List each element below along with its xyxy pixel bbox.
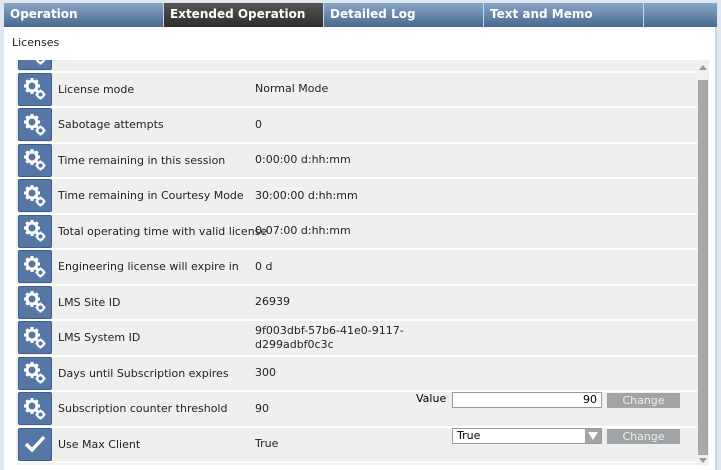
- row-value: 0 d: [255, 259, 273, 273]
- row-value: 90: [255, 401, 269, 415]
- scrollbar[interactable]: [697, 60, 709, 465]
- gears-icon: [18, 72, 52, 106]
- row-value: 30:00:00 d:hh:mm: [255, 188, 358, 202]
- row-label: Total operating time with valid license: [58, 224, 268, 238]
- list-item: Engineering license will expire in 0 d: [16, 250, 697, 286]
- row-value: 0:00:00 d:hh:mm: [255, 153, 351, 167]
- gears-icon: [18, 179, 52, 213]
- list-item: Days until Subscription expires 300: [16, 356, 697, 392]
- window: Operation Extended Operation Detailed Log T…: [4, 3, 717, 470]
- gears-icon: [18, 214, 52, 248]
- row-value: 300: [255, 366, 276, 380]
- row-label: Sabotage attempts: [58, 118, 164, 132]
- tab-bar: Operation Extended Operation Detailed Log T…: [4, 3, 717, 27]
- license-list: License mode Normal Mode Sabotage attempts…: [16, 60, 697, 465]
- row-label: Subscription counter threshold: [58, 402, 228, 416]
- gears-icon: [18, 285, 52, 319]
- change-threshold-button[interactable]: Change: [607, 393, 680, 408]
- gears-icon: [18, 108, 52, 142]
- tab-text-and-memo[interactable]: Text and Memo: [484, 3, 644, 27]
- row-label: Engineering license will expire in: [58, 260, 239, 274]
- scroll-thumb[interactable]: [698, 80, 708, 455]
- list-item: LMS Site ID 26939: [16, 285, 697, 321]
- row-label: Time remaining in Courtesy Mode: [58, 189, 244, 203]
- row-label: LMS System ID: [58, 331, 141, 345]
- list-item: Time remaining in this session 0:00:00 d:…: [16, 143, 697, 179]
- gears-icon: [18, 321, 52, 355]
- list-item: [16, 60, 697, 73]
- list-item: Total operating time with valid license 0…: [16, 214, 697, 250]
- row-value: 9f003dbf-57b6-41e0-9117-d299adbf0c3c: [255, 323, 404, 351]
- tab-operation[interactable]: Operation: [4, 3, 164, 27]
- row-value: 0:07:00 d:hh:mm: [255, 224, 351, 238]
- gears-icon: [18, 392, 52, 426]
- row-label: License mode: [58, 82, 135, 96]
- list-item: Sabotage attempts 0: [16, 108, 697, 144]
- gears-icon: [18, 356, 52, 390]
- row-value: 0: [255, 117, 262, 131]
- row-label: LMS Site ID: [58, 295, 121, 309]
- max-client-selected: True: [457, 429, 481, 442]
- row-label: Use Max Client: [58, 437, 141, 451]
- row-value: Normal Mode: [255, 82, 329, 96]
- gears-icon: [18, 250, 52, 284]
- max-client-select[interactable]: True: [452, 428, 602, 444]
- gears-icon: [18, 60, 52, 71]
- gears-icon: [18, 143, 52, 177]
- scroll-up-icon[interactable]: [699, 65, 707, 70]
- tab-detailed-log[interactable]: Detailed Log: [324, 3, 484, 27]
- list-item: Time remaining in Courtesy Mode 30:00:00 …: [16, 179, 697, 215]
- list-item: License mode Normal Mode: [16, 72, 697, 108]
- row-value: True: [255, 437, 279, 451]
- tab-extended-operation[interactable]: Extended Operation: [164, 3, 324, 27]
- scroll-down-icon[interactable]: [699, 458, 707, 463]
- threshold-input[interactable]: 90: [452, 392, 602, 408]
- change-max-client-button[interactable]: Change: [607, 429, 680, 444]
- section-title: Licenses: [12, 36, 60, 49]
- check-icon: [18, 427, 52, 461]
- row-label: Time remaining in this session: [58, 153, 226, 167]
- value-label: Value: [416, 392, 447, 405]
- list-item: LMS System ID 9f003dbf-57b6-41e0-9117-d29…: [16, 321, 697, 357]
- row-label: Days until Subscription expires: [58, 366, 229, 380]
- chevron-down-icon[interactable]: [585, 429, 601, 443]
- row-value: 26939: [255, 295, 290, 309]
